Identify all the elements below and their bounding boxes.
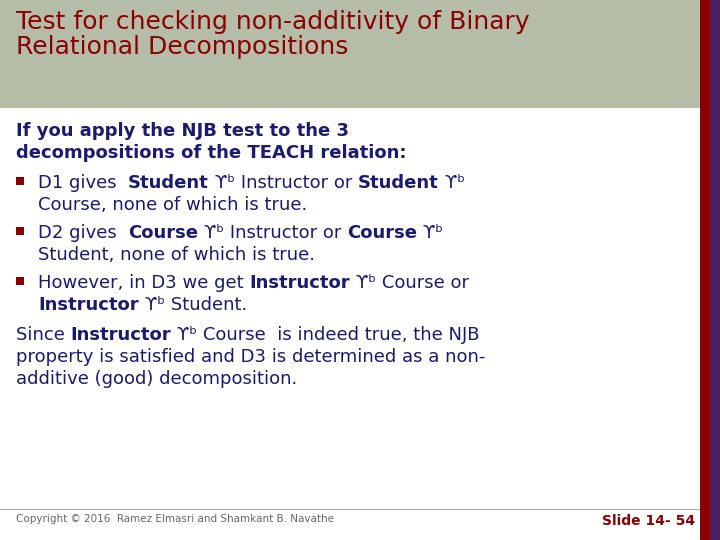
Text: D1 gives: D1 gives (38, 174, 128, 192)
Bar (16, 277, 24, 285)
Text: Relational Decompositions: Relational Decompositions (16, 35, 348, 59)
Text: Course: Course (347, 224, 418, 242)
Text: Copyright © 2016  Ramez Elmasri and Shamkant B. Navathe: Copyright © 2016 Ramez Elmasri and Shamk… (16, 514, 334, 524)
Bar (16, 227, 24, 235)
Text: property is satisfied and D3 is determined as a non-: property is satisfied and D3 is determin… (16, 348, 485, 366)
Text: Instructor: Instructor (38, 296, 139, 314)
Text: Student: Student (358, 174, 438, 192)
Text: ϒᵇ Course or: ϒᵇ Course or (350, 274, 469, 292)
Bar (0, 0, 720, 108)
Text: Instructor: Instructor (249, 274, 350, 292)
Text: Slide 14- 54: Slide 14- 54 (602, 514, 695, 528)
Text: ϒᵇ: ϒᵇ (438, 174, 465, 192)
Text: ϒᵇ Instructor or: ϒᵇ Instructor or (209, 174, 358, 192)
Bar (16, 177, 24, 185)
Bar (0, 509, 700, 510)
Text: D2 gives: D2 gives (38, 224, 128, 242)
Text: Test for checking non-additivity of Binary: Test for checking non-additivity of Bina… (16, 10, 530, 34)
Text: Student: Student (128, 174, 209, 192)
Text: ϒᵇ: ϒᵇ (418, 224, 444, 242)
Text: Course, none of which is true.: Course, none of which is true. (38, 196, 307, 214)
Text: ϒᵇ Student.: ϒᵇ Student. (139, 296, 247, 314)
Text: Student, none of which is true.: Student, none of which is true. (38, 246, 315, 264)
Bar (710, 0, 720, 540)
Text: additive (good) decomposition.: additive (good) decomposition. (16, 370, 297, 388)
Text: Course: Course (128, 224, 198, 242)
Text: ϒᵇ Course  is indeed true, the NJB: ϒᵇ Course is indeed true, the NJB (171, 326, 480, 344)
Text: Instructor: Instructor (71, 326, 171, 344)
Text: ϒᵇ Instructor or: ϒᵇ Instructor or (198, 224, 347, 242)
Bar (700, 0, 710, 540)
Text: If you apply the NJB test to the 3: If you apply the NJB test to the 3 (16, 122, 349, 140)
Text: However, in D3 we get: However, in D3 we get (38, 274, 249, 292)
Text: Since: Since (16, 326, 71, 344)
Text: decompositions of the TEACH relation:: decompositions of the TEACH relation: (16, 144, 407, 162)
